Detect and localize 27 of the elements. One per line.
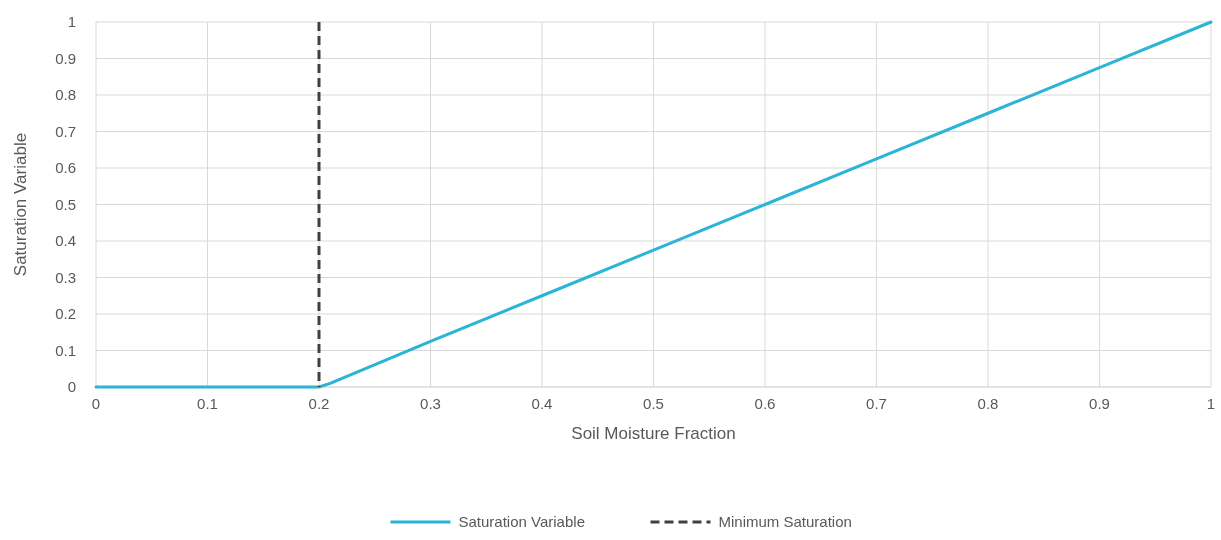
y-tick-label: 0.1: [55, 341, 76, 359]
y-tick-label: 0.2: [55, 305, 76, 322]
x-tick-label: 0.2: [308, 395, 330, 412]
x-tick-label: 0.1: [197, 395, 218, 412]
y-tick-label: 0.4: [55, 232, 76, 249]
y-axis-title: Saturation Variable: [11, 132, 30, 277]
x-axis-title: Soil Moisture Fraction: [571, 424, 736, 443]
x-tick-label: 1: [1206, 395, 1216, 412]
x-tick-label: 0: [91, 395, 101, 412]
line-series: [94, 20, 1213, 389]
x-tick-label: 0.8: [977, 395, 999, 412]
y-tick-label: 0.6: [55, 159, 76, 176]
y-tick-label: 0.7: [55, 122, 76, 140]
x-tick-label: 0.6: [754, 395, 776, 412]
y-tick-label: 1: [67, 13, 76, 30]
x-tick-label: 0.4: [531, 395, 553, 412]
legend-label: Minimum Saturation: [718, 513, 852, 530]
y-tick-label: 0: [67, 378, 76, 395]
y-tick-label: 0.5: [55, 195, 76, 213]
y-tick-label: 0.3: [55, 268, 76, 286]
y-tick-label: 0.8: [55, 86, 76, 103]
legend-label: Saturation Variable: [458, 513, 585, 530]
x-tick-label: 0.9: [1089, 395, 1110, 412]
x-tick-label: 0.3: [420, 395, 441, 412]
y-tick-label: 0.9: [55, 49, 76, 67]
x-tick-label: 0.7: [866, 395, 887, 412]
x-tick-label: 0.5: [643, 395, 664, 412]
